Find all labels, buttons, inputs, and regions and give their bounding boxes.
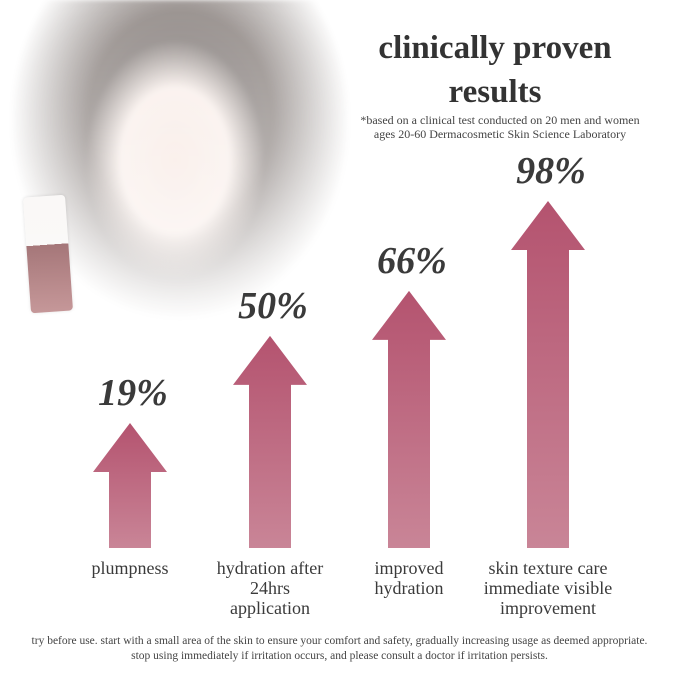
category-label: hydration after 24hrs application bbox=[216, 558, 324, 618]
value-label: 50% bbox=[238, 284, 308, 327]
disclaimer: try before use. start with a small area … bbox=[0, 634, 679, 664]
category-label: skin texture care immediate visible impr… bbox=[483, 558, 613, 618]
value-label: 19% bbox=[98, 372, 168, 414]
arrow-bar bbox=[372, 290, 446, 548]
disclaimer-line-2: stop using immediately if irritation occ… bbox=[131, 650, 548, 662]
disclaimer-line-1: try before use. start with a small area … bbox=[31, 635, 648, 647]
arrow-bar bbox=[93, 423, 167, 548]
page-title: clinically proven results bbox=[378, 30, 612, 110]
category-label: plumpness bbox=[91, 558, 169, 578]
value-label: 66% bbox=[377, 239, 447, 282]
category-label: improved hydration bbox=[374, 558, 444, 598]
arrow-bar bbox=[511, 201, 585, 548]
footnote: *based on a clinical test conducted on 2… bbox=[360, 113, 640, 141]
value-label: 98% bbox=[516, 150, 586, 192]
arrow-bar bbox=[233, 335, 307, 548]
